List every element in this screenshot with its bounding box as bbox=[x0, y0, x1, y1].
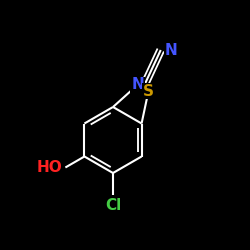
Text: N: N bbox=[165, 42, 177, 58]
Text: Cl: Cl bbox=[105, 198, 121, 213]
Text: HO: HO bbox=[36, 160, 62, 175]
Text: N: N bbox=[131, 78, 144, 92]
Text: S: S bbox=[143, 84, 154, 99]
